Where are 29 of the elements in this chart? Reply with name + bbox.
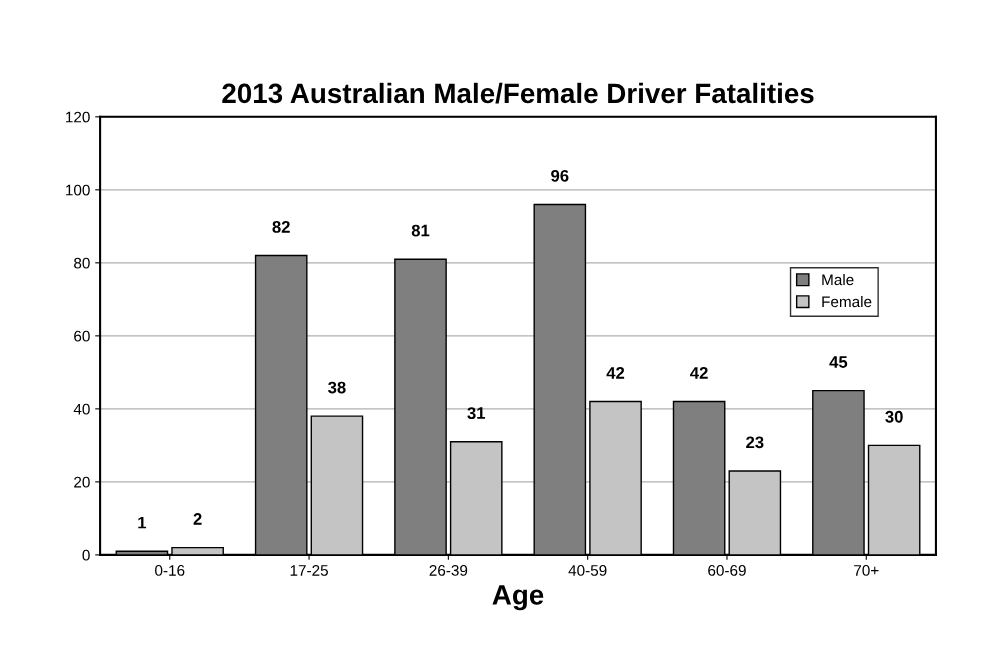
data-label: 45 [829, 356, 848, 368]
data-label: 2 [193, 513, 202, 525]
y-tick-label: 20 [74, 476, 90, 488]
data-label: 31 [467, 407, 486, 420]
x-tick-label: 26-39 [429, 565, 468, 576]
y-tick-label: 100 [66, 184, 90, 196]
data-label: 23 [746, 436, 764, 449]
x-tick-label: 70+ [854, 565, 879, 576]
data-label: 38 [328, 381, 346, 394]
data-label: 42 [690, 367, 708, 379]
x-axis-title: Age [492, 585, 544, 611]
data-label: 82 [272, 221, 290, 233]
x-tick-label: 0-16 [155, 565, 185, 576]
y-tick-label: 40 [73, 403, 90, 415]
y-tick-label: 80 [74, 257, 90, 269]
y-tick-label: 60 [74, 330, 90, 342]
x-tick-label: 17-25 [290, 565, 328, 576]
legend-label: Female [822, 295, 872, 308]
y-tick-label: 120 [66, 111, 90, 123]
data-label: 42 [606, 367, 625, 379]
x-tick-label: 60-69 [708, 565, 746, 576]
data-label: 81 [411, 224, 430, 237]
legend-label: Male [822, 273, 854, 286]
x-tick-label: 40-59 [568, 565, 607, 576]
y-tick-label: 0 [82, 549, 90, 561]
data-label: 1 [138, 516, 147, 529]
data-label: 96 [551, 169, 569, 182]
data-label: 30 [885, 410, 903, 423]
chart-title: 2013 Australian Male/Female Driver Fatalities [222, 82, 814, 104]
